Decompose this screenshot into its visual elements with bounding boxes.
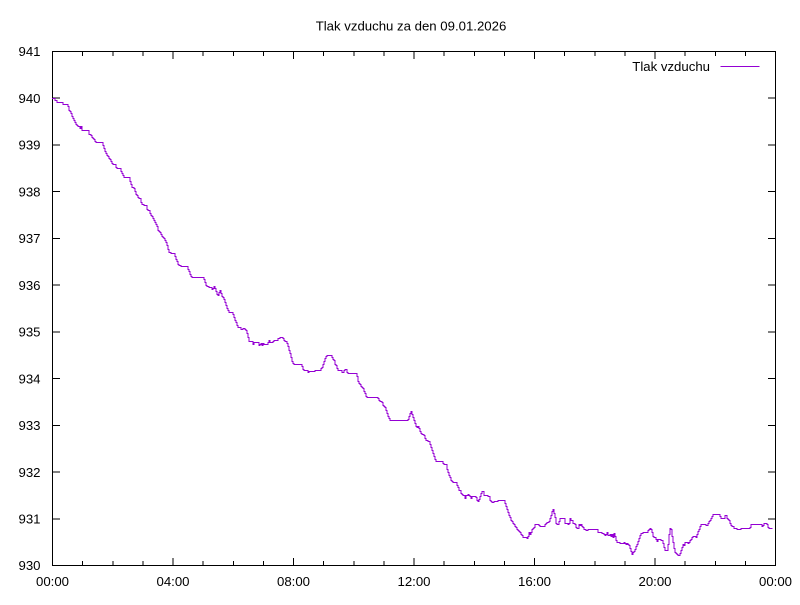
svg-text:936: 936 — [18, 278, 40, 293]
svg-text:932: 932 — [18, 465, 40, 480]
svg-text:12:00: 12:00 — [397, 574, 430, 589]
svg-text:930: 930 — [18, 558, 40, 573]
svg-text:Tlak vzduchu za den 09.01.2026: Tlak vzduchu za den 09.01.2026 — [316, 19, 507, 34]
svg-text:04:00: 04:00 — [156, 574, 189, 589]
svg-text:935: 935 — [18, 325, 40, 340]
svg-text:08:00: 08:00 — [277, 574, 310, 589]
svg-text:939: 939 — [18, 138, 40, 153]
svg-text:00:00: 00:00 — [759, 574, 792, 589]
svg-text:934: 934 — [18, 371, 40, 386]
svg-text:938: 938 — [18, 184, 40, 199]
svg-text:941: 941 — [18, 44, 40, 59]
svg-text:937: 937 — [18, 231, 40, 246]
svg-text:931: 931 — [18, 511, 40, 526]
svg-text:940: 940 — [18, 91, 40, 106]
svg-text:933: 933 — [18, 418, 40, 433]
svg-text:Tlak vzduchu: Tlak vzduchu — [632, 59, 710, 74]
svg-text:00:00: 00:00 — [36, 574, 69, 589]
svg-text:20:00: 20:00 — [638, 574, 671, 589]
svg-text:16:00: 16:00 — [518, 574, 551, 589]
